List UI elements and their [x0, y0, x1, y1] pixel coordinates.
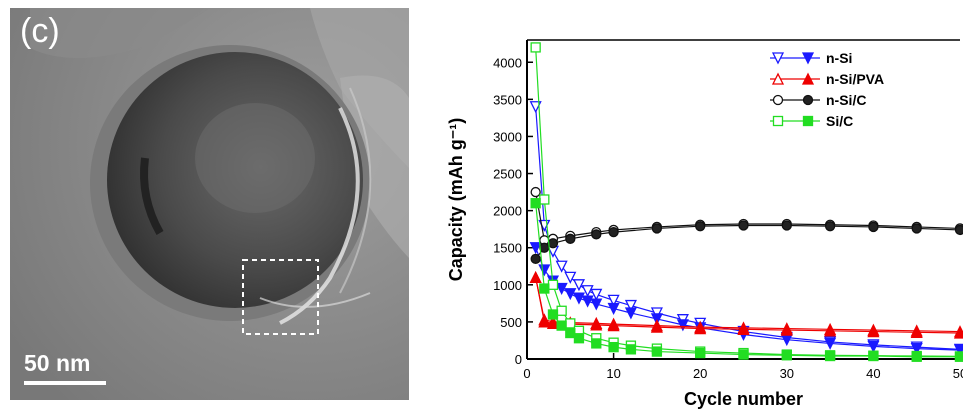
y-axis-label: Capacity (mAh g⁻¹) — [446, 118, 466, 282]
legend-marker-open — [774, 117, 783, 126]
y-tick-label: 2500 — [493, 167, 522, 182]
data-point — [566, 319, 575, 328]
data-point — [557, 321, 566, 330]
y-tick-label: 500 — [500, 315, 522, 330]
series-si-c — [531, 43, 963, 361]
legend-marker-filled — [804, 117, 813, 126]
scale-bar-label: 50 nm — [24, 350, 90, 377]
micrograph-image — [10, 8, 409, 400]
data-point — [739, 350, 748, 359]
legend-label: Si/C — [826, 113, 853, 129]
data-point — [782, 221, 791, 230]
legend-entry: Si/C — [770, 113, 853, 129]
data-point — [540, 243, 549, 252]
y-tick-label: 4000 — [493, 55, 522, 70]
y-tick-label: 3000 — [493, 129, 522, 144]
data-point — [591, 289, 601, 299]
legend-entry: n-Si/PVA — [770, 71, 884, 87]
legend-label: n-Si/C — [826, 92, 866, 108]
y-tick-label: 3500 — [493, 92, 522, 107]
legend-entry: n-Si — [770, 50, 852, 66]
legend-label: n-Si — [826, 50, 852, 66]
y-tick-label: 2000 — [493, 204, 522, 219]
legend-label: n-Si/PVA — [826, 71, 884, 87]
series-n-si-c — [531, 188, 963, 264]
data-point — [531, 43, 540, 52]
data-point — [566, 329, 575, 338]
x-tick-label: 40 — [866, 366, 880, 381]
data-point — [912, 352, 921, 361]
legend-marker-filled — [804, 96, 813, 105]
y-tick-label: 1000 — [493, 278, 522, 293]
x-axis-label: Cycle number — [684, 389, 803, 409]
data-point — [626, 345, 635, 354]
data-point — [548, 280, 557, 289]
data-point — [540, 195, 549, 204]
x-tick-label: 30 — [780, 366, 794, 381]
data-point — [548, 310, 557, 319]
data-point — [782, 351, 791, 360]
data-point — [609, 228, 618, 237]
data-point — [609, 343, 618, 352]
data-point — [869, 222, 878, 231]
data-point — [696, 222, 705, 231]
data-point — [652, 347, 661, 356]
series-line-discharge — [536, 47, 960, 356]
data-point — [869, 352, 878, 361]
data-point — [956, 225, 963, 234]
data-point — [592, 230, 601, 239]
data-point — [826, 222, 835, 231]
y-tick-label: 1500 — [493, 241, 522, 256]
data-point — [583, 296, 593, 306]
data-point — [592, 339, 601, 348]
tem-micrograph: (c) 50 nm — [10, 8, 409, 400]
data-point — [531, 199, 540, 208]
x-tick-label: 50 — [953, 366, 963, 381]
data-point — [531, 272, 541, 282]
data-point — [540, 284, 549, 293]
data-point — [696, 349, 705, 358]
data-point — [539, 265, 549, 275]
data-point — [557, 261, 567, 271]
chart-svg: 0 500 1000 1500 2000 2500 3000 3500 4000 0 10 20 30 4… — [440, 20, 963, 410]
legend-entry: n-Si/C — [770, 92, 866, 108]
data-point — [956, 352, 963, 361]
data-point — [591, 299, 601, 309]
data-point — [652, 224, 661, 233]
data-point — [574, 334, 583, 343]
scale-bar — [24, 381, 106, 385]
x-tick-label: 0 — [523, 366, 530, 381]
legend-marker-open — [774, 96, 783, 105]
x-tick-label: 20 — [693, 366, 707, 381]
data-point — [531, 188, 540, 197]
data-point — [548, 239, 557, 248]
data-point — [609, 304, 619, 314]
y-tick-label: 0 — [515, 352, 522, 367]
data-point — [574, 293, 584, 303]
data-point — [626, 308, 636, 318]
capacity-chart: 0 500 1000 1500 2000 2500 3000 3500 4000 0 10 20 30 4… — [440, 20, 963, 410]
data-point — [557, 306, 566, 315]
data-point — [531, 254, 540, 263]
data-point — [912, 224, 921, 233]
data-point — [566, 234, 575, 243]
x-tick-label: 10 — [606, 366, 620, 381]
panel-label: (c) — [20, 12, 60, 51]
data-point — [739, 221, 748, 230]
data-point — [826, 352, 835, 361]
